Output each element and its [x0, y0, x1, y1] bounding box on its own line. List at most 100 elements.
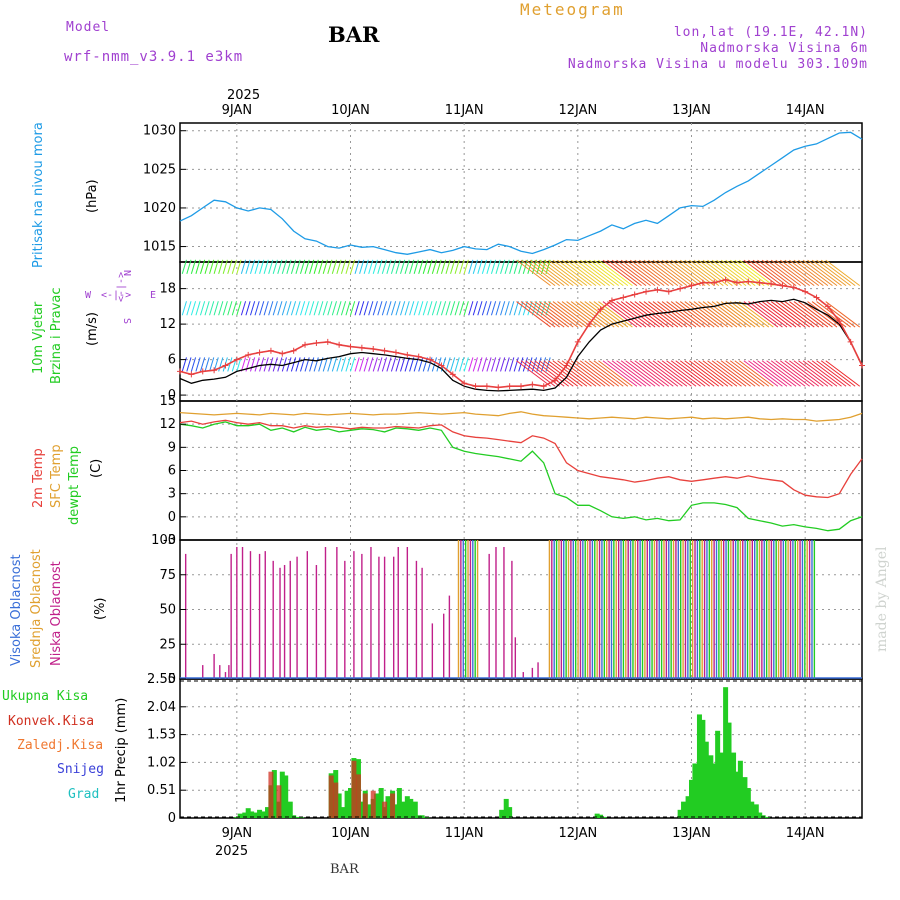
- wind-arrow: [566, 259, 601, 287]
- wind-arrow: [381, 301, 388, 316]
- precip-total-bar: [700, 719, 706, 818]
- wind-arrow: [400, 357, 406, 372]
- wind-arrow: [477, 357, 483, 372]
- y-tick-label: 1020: [143, 201, 176, 216]
- wind-arrow: [231, 301, 237, 316]
- wind-arrow: [607, 301, 642, 328]
- station-title: BAR: [328, 22, 380, 47]
- y-tick-label: 0: [168, 811, 176, 826]
- wind-arrow: [789, 301, 824, 328]
- wind-arrow: [227, 259, 233, 274]
- wind-arrow: [798, 360, 833, 387]
- precip-total-bar: [336, 793, 342, 818]
- precip-total-bar: [294, 816, 300, 818]
- wind-arrow: [748, 301, 783, 328]
- precip-total-bar: [257, 809, 263, 818]
- day-tick-label-top: 11JAN: [445, 103, 484, 118]
- wind-arrow: [190, 301, 197, 316]
- wind-arrow: [598, 360, 633, 387]
- wind-gust-marker: [392, 349, 399, 356]
- sfc-temp-line: [179, 411, 863, 422]
- wind-arrow: [548, 360, 583, 387]
- wind-arrow: [770, 259, 806, 287]
- wind-arrow: [304, 301, 310, 316]
- wind-arrow: [757, 301, 792, 328]
- wind-arrow: [666, 301, 701, 328]
- wind-arrow: [350, 301, 356, 316]
- wind-arrow: [643, 259, 679, 287]
- wind-arrow: [286, 259, 292, 274]
- wind-gust-marker: [302, 341, 309, 348]
- precip-conv-bar: [351, 760, 357, 818]
- wind-arrow: [249, 301, 256, 316]
- wind-arrow: [625, 259, 660, 287]
- wind-arrow: [739, 259, 774, 287]
- wind-arrow: [520, 301, 556, 328]
- wind-arrow: [363, 259, 369, 274]
- wind-arrow: [729, 360, 765, 387]
- precip-total-bar: [253, 812, 259, 818]
- wind-arrow: [766, 301, 801, 328]
- y-tick-label: 3: [168, 487, 176, 502]
- wind-gust-marker: [677, 285, 684, 292]
- wind-arrow: [195, 357, 201, 372]
- wind-arrow: [490, 357, 497, 372]
- wind-arrow: [331, 301, 337, 316]
- wind-arrow: [209, 357, 215, 372]
- wind-arrow: [689, 301, 724, 328]
- wind-arrow: [513, 301, 519, 316]
- precip-total-bar: [237, 813, 243, 818]
- wind-gust-marker: [415, 353, 422, 360]
- wind-arrow: [309, 259, 315, 274]
- wind-arrow: [670, 360, 706, 387]
- wind-arrow: [368, 259, 374, 274]
- wind-arrow: [779, 301, 815, 328]
- wind-arrow: [181, 259, 187, 274]
- wind-arrow: [602, 301, 638, 328]
- wind-gust-marker: [699, 279, 706, 286]
- wind-gust-marker: [711, 279, 718, 286]
- y-tick-label: 2.55: [147, 672, 176, 687]
- wind-arrow: [802, 259, 838, 287]
- wind-arrow: [422, 357, 428, 372]
- year-bottom: 2025: [215, 844, 248, 859]
- wind-compass: W <-|-> E <-|-> N S: [85, 270, 156, 324]
- wind-arrow: [684, 259, 720, 287]
- precip-total-bar: [271, 770, 277, 818]
- wind-arrow: [579, 259, 615, 287]
- precip-total-bar: [703, 741, 709, 818]
- wind-arrow: [431, 259, 438, 274]
- wind-arrow: [743, 259, 779, 287]
- wind-arrow: [825, 301, 861, 328]
- wind-arrow: [579, 360, 615, 387]
- wind-gust-marker: [654, 286, 661, 293]
- wind-arrow: [468, 357, 474, 372]
- precip-ylabel: 1hr Precip (mm): [114, 698, 129, 803]
- wind-arrow: [313, 301, 319, 316]
- year-top: 2025: [227, 88, 260, 103]
- wind-arrow: [381, 259, 388, 274]
- wind-arrow: [500, 301, 506, 316]
- precip-total-bar: [677, 809, 683, 818]
- wind-arrow: [404, 259, 410, 274]
- wind-arrow: [450, 259, 456, 274]
- wind-arrow: [561, 301, 597, 328]
- wind-arrow: [525, 259, 560, 287]
- y-tick-label: 12: [159, 317, 176, 332]
- wind-arrow: [413, 301, 419, 316]
- precip-total-bar: [742, 777, 748, 818]
- y-tick-label: 1.53: [147, 728, 176, 743]
- precip-total-bar: [378, 788, 384, 818]
- wind-gust-marker: [643, 288, 650, 295]
- wind-arrow: [798, 259, 833, 287]
- wind-arrow: [249, 357, 256, 372]
- wind-arrow: [263, 259, 269, 274]
- wind-arrow: [518, 301, 524, 316]
- wind-gust-marker: [381, 347, 388, 354]
- wind-arrow: [340, 259, 347, 274]
- wind-gust-marker: [199, 368, 206, 375]
- wind-arrow: [766, 360, 801, 387]
- wind-arrow: [249, 259, 256, 274]
- wind-arrow: [684, 301, 720, 328]
- wind-arrow: [516, 259, 551, 287]
